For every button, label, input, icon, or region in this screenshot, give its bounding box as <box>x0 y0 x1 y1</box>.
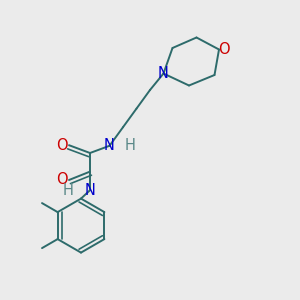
Text: N: N <box>85 183 95 198</box>
Text: O: O <box>218 42 230 57</box>
Text: N: N <box>104 138 115 153</box>
Text: H: H <box>125 138 136 153</box>
Text: O: O <box>57 172 68 188</box>
Text: O: O <box>57 138 68 153</box>
Text: N: N <box>158 66 169 81</box>
Text: H: H <box>63 183 74 198</box>
